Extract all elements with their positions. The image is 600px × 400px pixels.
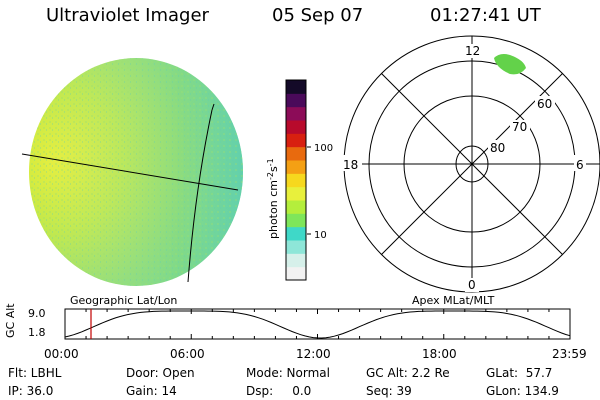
colorbar-segment <box>286 240 306 254</box>
colorbar-tick-10: 10 <box>314 230 327 241</box>
colorbar-segment <box>286 146 306 161</box>
mlt-label-18: 18 <box>343 158 358 172</box>
orbit-xtick-3: 18:00 <box>422 347 457 361</box>
orbit-xtick-2: 12:00 <box>296 347 331 361</box>
instrument-title: Ultraviolet Imager <box>46 5 209 26</box>
orbit-xtick-1: 06:00 <box>170 347 205 361</box>
info-filter: Flt: LBHL <box>8 366 62 380</box>
longitude-line <box>187 109 213 283</box>
time-label: 01:27:41 UT <box>430 5 541 26</box>
info-gain: Gain: 14 <box>126 384 177 398</box>
colorbar-segment <box>286 133 306 148</box>
colorbar-segment <box>286 266 306 281</box>
colorbar-segment <box>286 120 306 134</box>
orbit-xtick-4: 23:59 <box>552 347 587 361</box>
colorbar-segment <box>286 160 306 174</box>
colorbar-segment <box>286 186 306 201</box>
colorbar-segment <box>286 200 306 214</box>
lat-label-70: 70 <box>512 120 527 134</box>
colorbar-segment <box>286 106 306 121</box>
mlt-label-0: 0 <box>468 278 476 292</box>
info-ip: IP: 36.0 <box>8 384 54 398</box>
date-label: 05 Sep 07 <box>272 5 364 26</box>
info-seq: Seq: 39 <box>366 384 412 398</box>
mlt-label-12: 12 <box>465 44 480 58</box>
info-glon: GLon: 134.9 <box>486 384 559 398</box>
mlt-label-6: 6 <box>576 158 584 172</box>
orbit-ylabel: GC Alt <box>4 303 17 338</box>
orbit-ymin: 1.8 <box>28 326 46 339</box>
colorbar-segment <box>286 213 306 228</box>
orbit-plot <box>64 308 571 340</box>
orbit-ymax: 9.0 <box>28 307 46 320</box>
colorbar-unit: photon cm-2s-1 <box>266 158 280 239</box>
polar-plot: 12 18 6 0 60 70 80 <box>340 35 600 293</box>
colorbar-segment <box>286 173 306 188</box>
lat-label-80: 80 <box>490 141 505 155</box>
latitude-line <box>21 153 239 191</box>
uvi-earth-image <box>21 58 243 286</box>
info-dsp: Dsp: 0.0 <box>246 384 312 398</box>
left-caption: Geographic Lat/Lon <box>70 294 178 307</box>
colorbar <box>285 79 307 281</box>
colorbar-tick-100: 100 <box>314 143 333 154</box>
info-mode: Mode: Normal <box>246 366 330 380</box>
aurora-spot <box>494 54 526 75</box>
info-glat: GLat: 57.7 <box>486 366 553 380</box>
right-caption: Apex MLat/MLT <box>412 294 495 307</box>
colorbar-segment <box>286 93 306 108</box>
info-gc-alt: GC Alt: 2.2 Re <box>366 366 450 380</box>
info-door: Door: Open <box>126 366 195 380</box>
orbit-xtick-0: 00:00 <box>44 347 79 361</box>
lat-label-60: 60 <box>537 97 552 111</box>
colorbar-segment <box>286 80 306 94</box>
colorbar-segment <box>286 226 306 241</box>
colorbar-segment <box>286 253 306 268</box>
